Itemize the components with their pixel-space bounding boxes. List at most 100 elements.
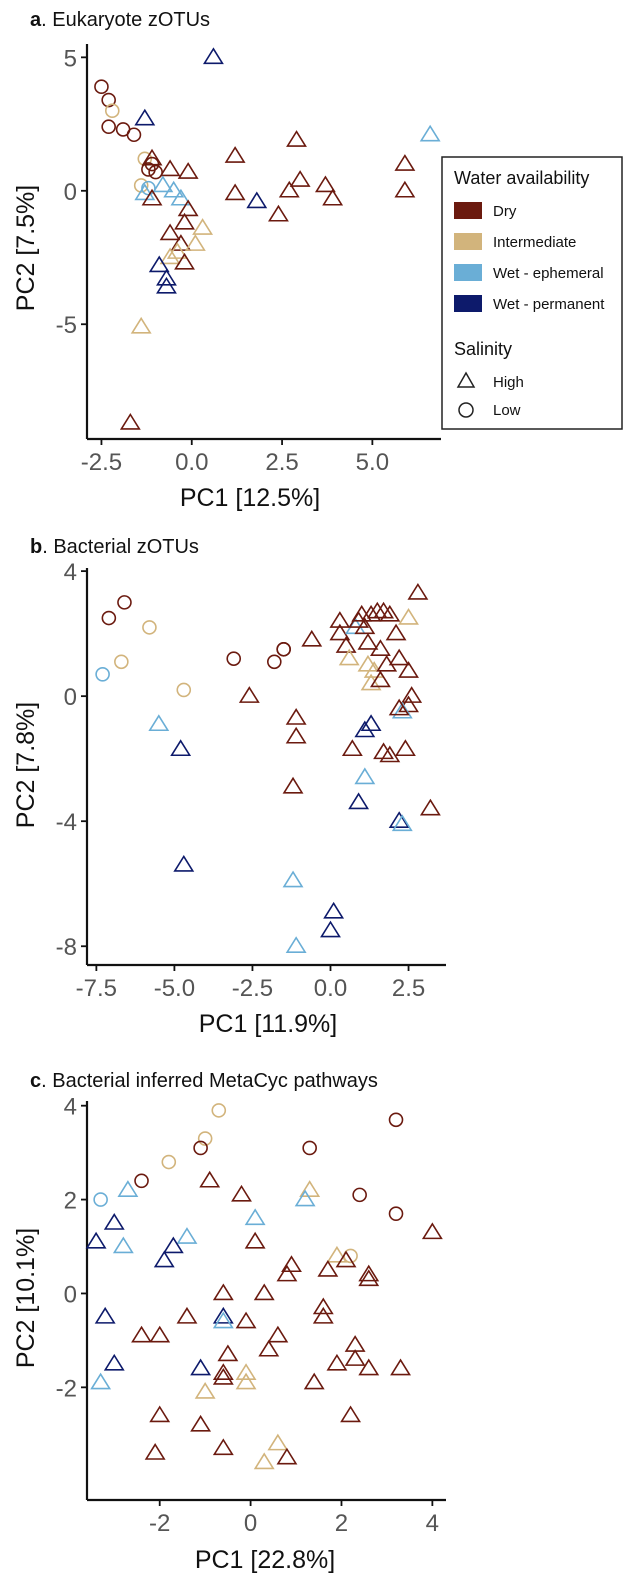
panel-c-letter: c [30, 1070, 41, 1092]
panel-b-point [354, 767, 376, 785]
panel-c-point [212, 1367, 234, 1385]
panel-c-y-tick-label: -2 [56, 1375, 77, 1402]
panel-c-ylabel: PC2 [10.1%] [12, 1228, 40, 1368]
panel-c-point [131, 1325, 152, 1343]
panel-b-x-tick-label: 0.0 [314, 975, 347, 1002]
panel-c-point [190, 1414, 212, 1432]
panel-b-point [376, 654, 398, 672]
panel-a-point [130, 316, 152, 334]
panel-c-point [231, 1184, 252, 1202]
panel-b-x-tick-label: -5.0 [154, 975, 195, 1002]
panel-a-ylabel: PC2 [7.5%] [12, 185, 40, 311]
legend-label-wet-ephemeral: Wet - ephemeral [493, 265, 604, 282]
panel-a-point [101, 92, 116, 108]
plot-c: -2 0 2 4 -2 0 2 4 [56, 1094, 446, 1537]
panel-a-point [159, 159, 181, 177]
panel-a-point [159, 223, 181, 241]
panel-b-y-tick-label: 4 [64, 559, 77, 586]
legend-item-low: Low [458, 402, 521, 419]
panel-c-point [421, 1222, 443, 1240]
panel-b-point [117, 595, 132, 610]
panel-b-point [338, 648, 360, 666]
panel-c-point [235, 1372, 257, 1390]
panel-a-x-tick-label: 2.5 [265, 449, 298, 476]
panel-b-point [388, 811, 410, 828]
panel-b-point [407, 582, 429, 600]
panel-c-point [85, 1231, 107, 1249]
panel-b-title: b. Bacterial zOTUs [30, 536, 199, 558]
legend-label-intermediate: Intermediate [493, 234, 576, 251]
panel-b-point [401, 686, 423, 703]
panel-a-point [159, 247, 181, 265]
panel-c-y-tick-label: 4 [64, 1094, 77, 1121]
panel-c: c. Bacterial inferred MetaCyc pathways -… [12, 1070, 446, 1574]
legend-item-intermediate: Intermediate [454, 233, 576, 251]
panel-c-point [335, 1250, 357, 1268]
panel-c-point [212, 1306, 234, 1324]
panel-a-point [134, 183, 156, 201]
panel-b-point [114, 654, 129, 670]
panel-b-point [301, 629, 323, 647]
panel-a-point [148, 255, 170, 273]
panel-c-point [344, 1335, 366, 1352]
panel-c-point [253, 1283, 275, 1301]
panel-b-point [173, 854, 195, 872]
panel-b-point [282, 776, 304, 794]
legend-color-title: Water availability [454, 168, 589, 188]
circle-icon [458, 402, 474, 418]
panel-a-y-tick-label: 5 [64, 45, 77, 72]
panel-a-x-tick-label: 0.0 [175, 449, 208, 476]
panel-a-point [174, 212, 195, 230]
panel-c-point [244, 1208, 266, 1226]
legend-item-wet-ephemeral: Wet - ephemeral [454, 264, 604, 282]
panel-c-point [212, 1363, 234, 1381]
panel-c-point [117, 1180, 139, 1197]
panel-c-point [176, 1306, 198, 1324]
triangle-icon [456, 371, 476, 388]
panel-b-point [370, 639, 391, 657]
legend-item-dry: Dry [454, 202, 517, 220]
panel-b-point [170, 739, 192, 757]
panel-c-point [267, 1433, 289, 1451]
panel-c-point [149, 1405, 171, 1423]
panel-a-point [394, 154, 416, 171]
panel-a-x-tick-label: 5.0 [356, 449, 389, 476]
panel-b-point [419, 798, 441, 816]
panel-b-point [282, 870, 304, 888]
panel-c-point [94, 1306, 116, 1324]
panel-a-title-text: . Eukaryote zOTUs [41, 9, 210, 31]
panel-a-point [192, 218, 214, 235]
panel-b-point [357, 633, 379, 650]
panel-b-point [360, 673, 382, 691]
panel-a-point [166, 242, 188, 259]
panel-a-point [163, 180, 185, 198]
panel-b-point [370, 670, 391, 688]
panel-c-point [176, 1227, 198, 1244]
panel-c-point [267, 1325, 289, 1343]
panel-a-point [246, 191, 268, 209]
panel-a-point [419, 124, 441, 142]
panel-a-point [141, 162, 156, 177]
panel-a: a. Eukaryote zOTUs -2.5 0.0 2.5 5.0 -5 0 5 PC1… [12, 9, 441, 512]
panel-a-point [101, 119, 116, 135]
panel-c-point [358, 1269, 380, 1287]
panel-a-point [174, 252, 195, 270]
panel-c-point [194, 1382, 216, 1399]
legend: Water availability Dry Intermediate Wet … [441, 156, 623, 430]
panel-b-point [379, 745, 401, 763]
panel-c-point [244, 1231, 266, 1249]
panel-c-point [390, 1358, 411, 1376]
panel-b-point [385, 623, 407, 641]
panel-a-letter: a [30, 9, 42, 31]
panel-a-point [322, 188, 344, 206]
panel-c-point [144, 1443, 166, 1460]
panel-b-point [320, 920, 341, 938]
panel-c-point [358, 1264, 380, 1282]
panel-c-x-tick-label: 0 [244, 1510, 257, 1537]
plot-b: -7.5 -5.0 -2.5 0.0 2.5 -8 -4 0 4 [56, 559, 446, 1002]
legend-swatch-wet-permanent [454, 295, 482, 312]
panel-b-point [341, 739, 363, 757]
panel-c-point [344, 1349, 366, 1366]
panel-c-point [162, 1236, 184, 1254]
